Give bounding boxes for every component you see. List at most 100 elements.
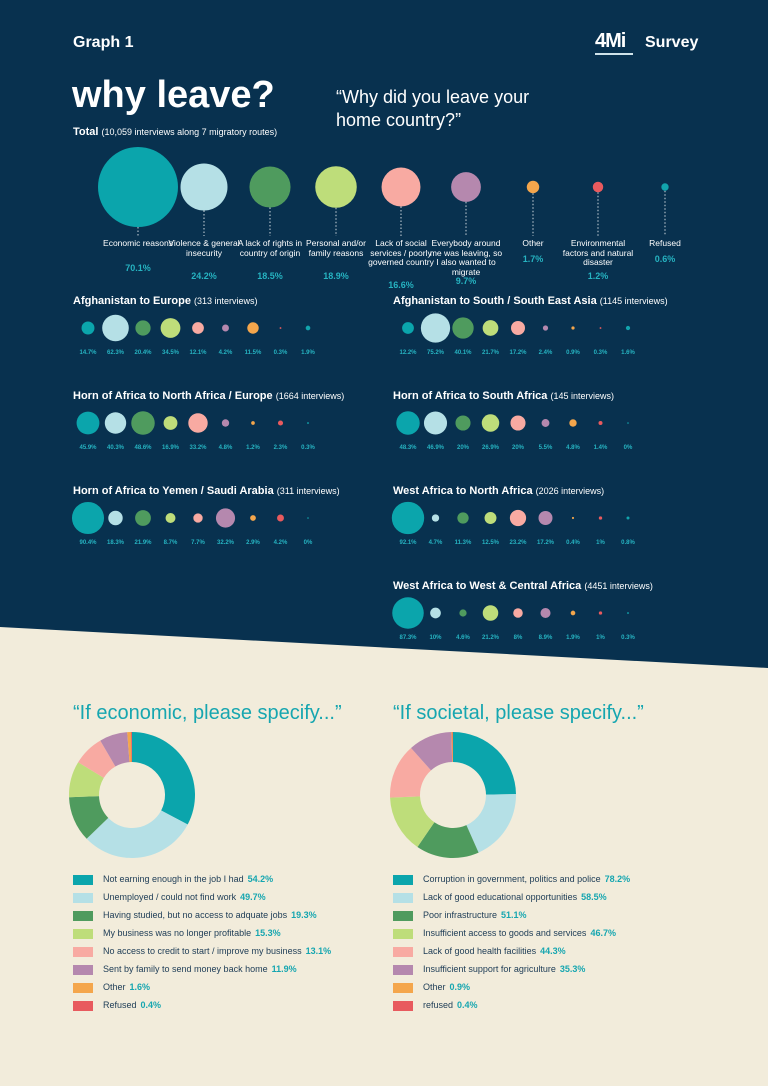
legend-percentage: 78.2% <box>604 874 631 884</box>
route-bubble <box>165 513 176 523</box>
legend-percentage: 1.6% <box>129 982 151 992</box>
legend-percentage: 58.5% <box>581 892 607 902</box>
economic-donut-chart <box>69 732 196 858</box>
route-bubble <box>423 411 448 435</box>
route-percentage: 0.3% <box>621 635 635 641</box>
reason-percentage: 16.6% <box>388 280 414 290</box>
graph-label: Graph 1 <box>73 34 134 51</box>
route-bubble-chart <box>391 501 630 535</box>
legend-label: My business was no longer profitable <box>103 928 252 938</box>
main-bubble-chart <box>98 147 669 236</box>
route-bubble <box>188 413 208 433</box>
route-percentage: 40.3% <box>106 445 124 451</box>
legend-text: Lack of good educational opportunities 58… <box>423 892 607 902</box>
legend-swatch <box>393 947 413 957</box>
legend-percentage: 0.9% <box>449 982 471 992</box>
route-title: Horn of Africa to North Africa / Europe … <box>73 390 344 402</box>
route-title: Afghanistan to South / South East Asia (… <box>393 295 668 307</box>
route-percentage: 20.4% <box>134 350 152 356</box>
legend-label: Corruption in government, politics and p… <box>423 874 601 884</box>
donut-slice <box>127 732 132 763</box>
route-bubble <box>598 421 603 425</box>
reason-percentage: 0.6% <box>654 254 676 264</box>
reason-label: Violence & general insecurity <box>168 238 240 258</box>
route-percentage: 0.3% <box>301 445 315 451</box>
route-bubble <box>420 313 451 343</box>
route-interviews: (2026 interviews) <box>535 486 605 496</box>
route-percentage: 48.6% <box>134 445 152 451</box>
legend-text: Having studied, but no access to adquate… <box>103 910 317 920</box>
route-percentage: 11.3% <box>454 540 472 546</box>
legend-text: Unemployed / could not find work 49.7% <box>103 892 266 902</box>
route-bubble <box>131 411 155 435</box>
donut-slice <box>131 732 132 763</box>
route-bubble <box>108 510 123 526</box>
reason-bubble <box>526 180 540 194</box>
route-percentage: 8.9% <box>538 635 553 641</box>
legend-text: Other 1.6% <box>103 982 150 992</box>
donut-slice <box>411 732 453 771</box>
route-percentage: 14.7% <box>79 350 97 356</box>
legend-swatch <box>73 947 93 957</box>
legend-swatch <box>393 983 413 993</box>
route-title: Horn of Africa to Yemen / Saudi Arabia (… <box>73 485 340 497</box>
route-percentage: 0.8% <box>621 540 635 546</box>
donut-slice <box>417 822 479 858</box>
route-percentage: 32.2% <box>216 540 234 546</box>
route-name: Afghanistan to Europe <box>73 295 194 307</box>
legend-percentage: 44.3% <box>540 946 566 956</box>
legend-text: Other 0.9% <box>423 982 470 992</box>
reason-percentage: 9.7% <box>455 276 477 286</box>
reason-label: Lack of social services / poorly governe… <box>368 238 434 267</box>
route-percentage: 21.2% <box>481 635 499 641</box>
route-bubble <box>221 419 230 427</box>
legend-text: Poor infrastructure 51.1% <box>423 910 527 920</box>
legend-swatch <box>393 1001 413 1011</box>
route-bubble <box>482 320 499 336</box>
route-bubble <box>513 608 523 618</box>
route-percentage: 12.1% <box>189 350 207 356</box>
route-bubble <box>251 421 255 425</box>
route-percentage: 4.8% <box>218 445 233 451</box>
donut-slice <box>132 732 196 825</box>
route-percentage: 33.2% <box>189 445 207 451</box>
route-percentage: 0% <box>623 445 633 451</box>
route-bubble <box>481 414 500 432</box>
donut-slice <box>453 732 516 795</box>
donut-slice <box>390 796 435 848</box>
reason-label: Everybody around me was leaving, so I al… <box>429 238 503 277</box>
route-bubble <box>135 510 151 526</box>
route-name: Horn of Africa to Yemen / Saudi Arabia <box>73 485 277 497</box>
reason-percentage: 1.7% <box>522 254 544 264</box>
survey-question: “Why did you leave your home country?” <box>336 87 530 130</box>
route-percentage: 1% <box>596 540 605 546</box>
legend-label: Not earning enough in the job I had <box>103 874 244 884</box>
route-percentage: 20% <box>511 445 524 451</box>
route-percentage: 12.5% <box>481 540 499 546</box>
donut-slice <box>451 732 453 763</box>
route-percentage: 0.3% <box>273 350 288 356</box>
reason-percentage: 70.1% <box>125 263 151 273</box>
donut-slice <box>390 748 432 798</box>
legend-percentage: 13.1% <box>305 946 332 956</box>
route-percentage: 4.2% <box>273 540 288 546</box>
legend-swatch <box>73 965 93 975</box>
route-bubble <box>71 501 105 535</box>
route-bubble <box>598 611 603 615</box>
route-bubble <box>484 512 497 524</box>
legend-percentage: 19.3% <box>291 910 317 920</box>
route-bubble <box>396 411 420 435</box>
legend-text: Insufficient support for agriculture 35.3… <box>423 964 585 974</box>
legend-label: Lack of good health facilities <box>423 946 537 956</box>
reason-label: Other <box>522 238 544 248</box>
legend-text: Lack of good health facilities 44.3% <box>423 946 566 956</box>
route-title: Afghanistan to Europe (313 interviews) <box>73 295 258 307</box>
route-bubble <box>279 327 282 329</box>
total-note: (10,059 interviews along 7 migratory rou… <box>101 127 278 137</box>
route-bubble <box>542 325 549 331</box>
legend-percentage: 0.4% <box>457 1000 478 1010</box>
legend-swatch <box>73 911 93 921</box>
reason-bubble <box>98 147 178 227</box>
legend-label: Lack of good educational opportunities <box>423 892 578 902</box>
route-bubble <box>250 515 256 521</box>
